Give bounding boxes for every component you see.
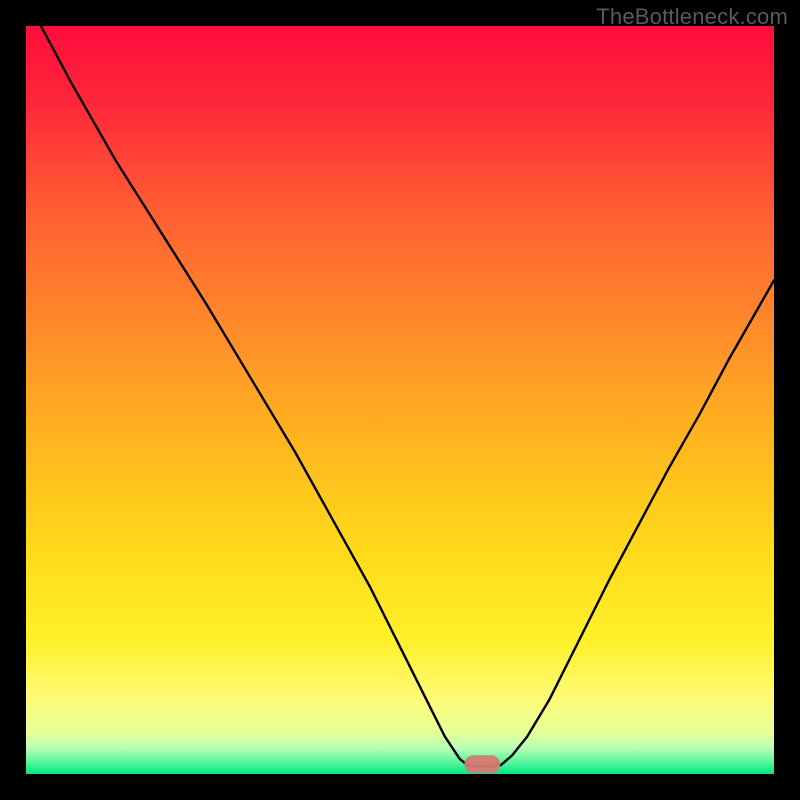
chart-frame: TheBottleneck.com <box>0 0 800 800</box>
plot-area <box>26 26 774 774</box>
minimum-marker <box>464 755 500 773</box>
bottleneck-curve-chart <box>26 26 774 774</box>
watermark-text: TheBottleneck.com <box>596 4 788 30</box>
gradient-background <box>26 26 774 774</box>
